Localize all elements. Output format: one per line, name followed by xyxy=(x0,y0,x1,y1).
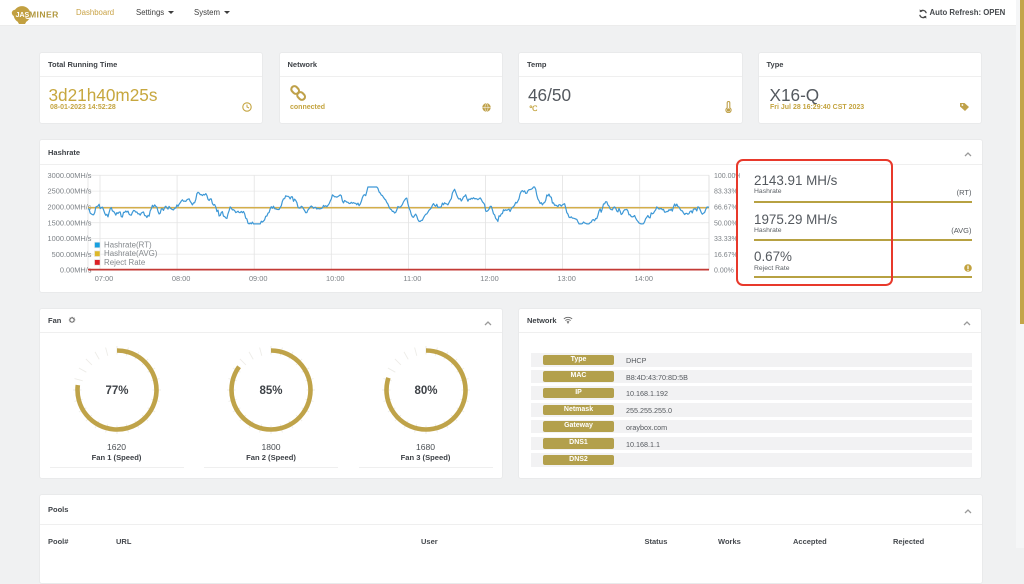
svg-text:50.00%: 50.00% xyxy=(714,220,738,227)
svg-text:Reject Rate: Reject Rate xyxy=(104,258,146,267)
svg-text:10:00: 10:00 xyxy=(326,274,345,283)
svg-text:Hashrate(AVG): Hashrate(AVG) xyxy=(104,249,158,258)
svg-text:Hashrate(RT): Hashrate(RT) xyxy=(104,240,152,249)
svg-text:JAS: JAS xyxy=(16,12,30,19)
svg-text:0.00%: 0.00% xyxy=(714,268,734,275)
svg-text:07:00: 07:00 xyxy=(95,274,114,283)
svg-text:16.67%: 16.67% xyxy=(714,252,738,259)
svg-text:80%: 80% xyxy=(414,385,437,397)
svg-text:2000.00MH/s: 2000.00MH/s xyxy=(48,203,92,212)
svg-text:2500.00MH/s: 2500.00MH/s xyxy=(48,187,92,196)
svg-text:11:00: 11:00 xyxy=(403,274,421,283)
svg-text:100.00%: 100.00% xyxy=(714,173,740,180)
svg-text:12:00: 12:00 xyxy=(480,274,499,283)
svg-text:500.00MH/s: 500.00MH/s xyxy=(52,250,92,259)
svg-text:66.67%: 66.67% xyxy=(714,205,738,212)
svg-text:09:00: 09:00 xyxy=(249,274,268,283)
svg-text:85%: 85% xyxy=(259,385,282,397)
svg-text:14:00: 14:00 xyxy=(634,274,653,283)
svg-text:77%: 77% xyxy=(105,385,128,397)
svg-text:1500.00MH/s: 1500.00MH/s xyxy=(48,218,92,227)
svg-text:83.33%: 83.33% xyxy=(714,189,738,196)
svg-text:13:00: 13:00 xyxy=(557,274,576,283)
svg-text:1000.00MH/s: 1000.00MH/s xyxy=(48,234,92,243)
svg-text:08:00: 08:00 xyxy=(172,274,191,283)
svg-text:0.00MH/s: 0.00MH/s xyxy=(60,266,92,275)
svg-text:MINER: MINER xyxy=(29,9,59,19)
svg-text:33.33%: 33.33% xyxy=(714,236,738,243)
svg-text:3000.00MH/s: 3000.00MH/s xyxy=(48,171,92,180)
